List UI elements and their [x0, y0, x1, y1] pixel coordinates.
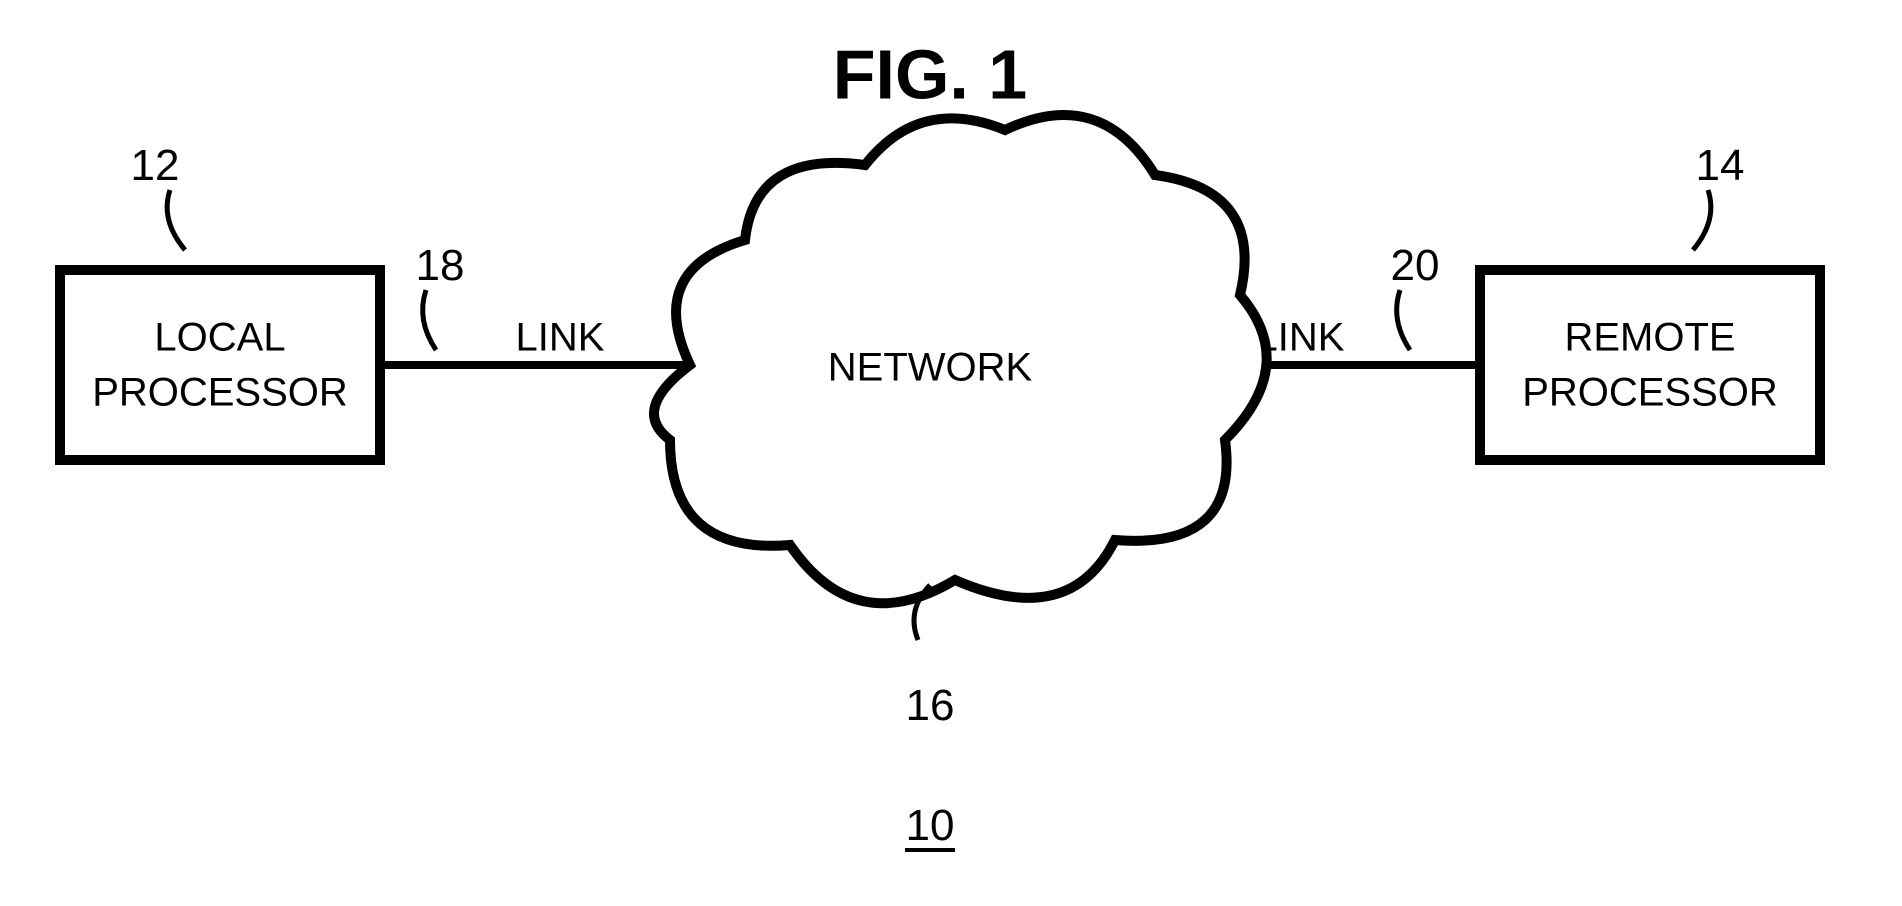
right-link-ref-leader — [1397, 290, 1410, 350]
local-processor-box — [60, 270, 380, 460]
local-processor-node: LOCAL PROCESSOR 12 — [60, 141, 380, 460]
left-link-ref-leader — [423, 290, 436, 350]
local-processor-label-2: PROCESSOR — [92, 371, 348, 415]
figure-diagram: FIG. 1 LOCAL PROCESSOR 12 REMOTE PROCESS… — [0, 0, 1902, 906]
remote-processor-label-2: PROCESSOR — [1522, 371, 1778, 415]
left-link-label: LINK — [516, 316, 605, 360]
overall-ref: 10 — [906, 801, 955, 850]
local-ref: 12 — [131, 141, 180, 190]
remote-processor-node: REMOTE PROCESSOR 14 — [1480, 141, 1820, 460]
remote-ref: 14 — [1696, 141, 1745, 190]
figure-title: FIG. 1 — [833, 35, 1027, 113]
network-node: NETWORK 16 — [654, 115, 1267, 730]
remote-processor-box — [1480, 270, 1820, 460]
remote-processor-label-1: REMOTE — [1564, 316, 1735, 360]
left-link-ref: 18 — [416, 241, 465, 290]
remote-ref-leader — [1693, 190, 1711, 250]
overall-ref-group: 10 — [905, 801, 955, 850]
network-label: NETWORK — [828, 346, 1033, 390]
left-link-edge: LINK 18 — [380, 241, 688, 365]
local-processor-label-1: LOCAL — [154, 316, 285, 360]
network-ref: 16 — [906, 681, 955, 730]
local-ref-leader — [167, 190, 185, 250]
right-link-ref: 20 — [1391, 241, 1440, 290]
